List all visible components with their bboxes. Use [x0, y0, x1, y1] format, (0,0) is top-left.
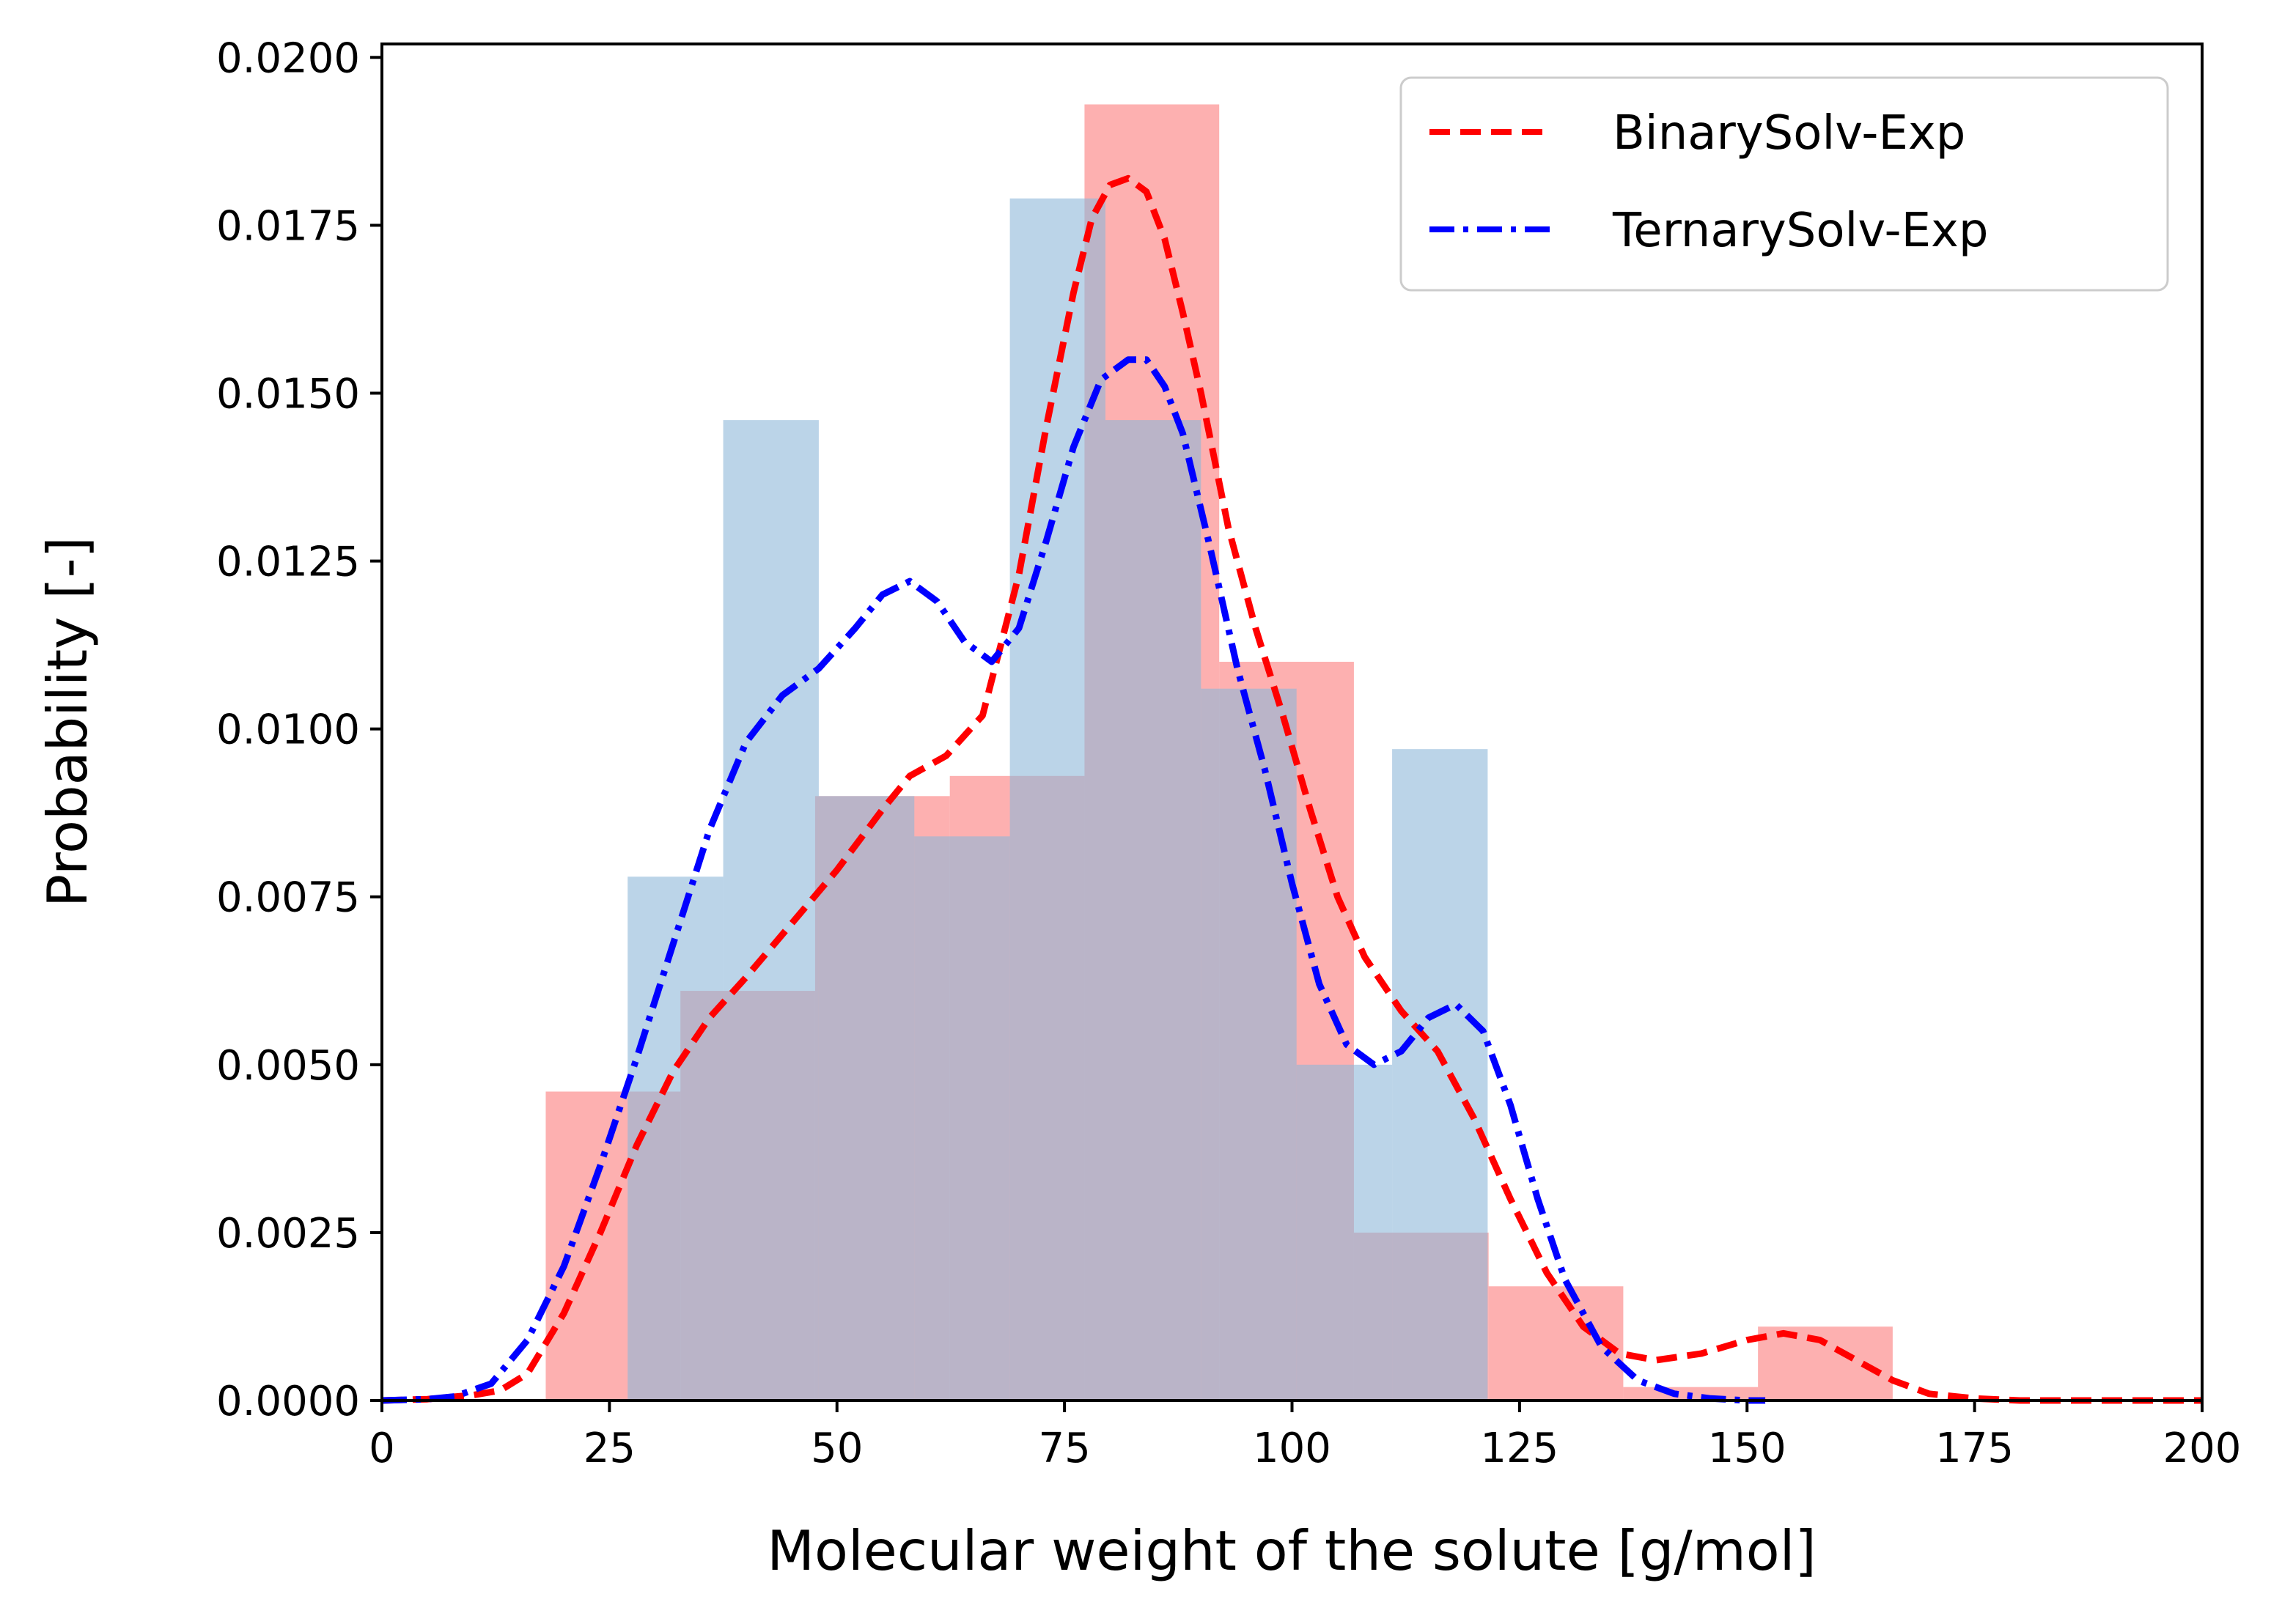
x-axis-label: Molecular weight of the solute [g/mol]: [767, 1518, 1816, 1583]
kde-curve-ternary: [381, 356, 1766, 1404]
y-tick-label: 0.0025: [216, 1210, 360, 1258]
x-tick-label: 75: [1038, 1425, 1090, 1472]
kde-curves: [381, 174, 2202, 1404]
x-tick-label: 125: [1480, 1425, 1558, 1472]
histogram-bars: [545, 104, 1893, 1401]
y-tick-label: 0.0175: [216, 202, 360, 250]
x-tick-label: 150: [1708, 1425, 1786, 1472]
legend: BinarySolv-Exp TernarySolv-Exp: [1399, 76, 2169, 292]
hist-bar-ternary-5: [1105, 420, 1201, 1401]
hist-bar-ternary-2: [818, 796, 915, 1400]
y-tick-label: 0.0150: [216, 370, 360, 418]
y-axis-label: Probability [-]: [35, 536, 100, 907]
hist-bar-ternary-7: [1296, 1064, 1393, 1400]
hist-bar-ternary-6: [1201, 688, 1297, 1400]
x-tick-label: 200: [2163, 1425, 2242, 1472]
x-tick-label: 175: [1935, 1425, 2014, 1472]
x-tick-label: 25: [584, 1425, 636, 1472]
x-tick-label: 100: [1253, 1425, 1331, 1472]
hist-bar-ternary-3: [914, 836, 1010, 1400]
y-tick-label: 0.0125: [216, 539, 360, 586]
y-tick-label: 0.0050: [216, 1042, 360, 1090]
x-ticks: 0 25 50 75 100 125 150 175 200: [369, 1400, 2241, 1472]
y-ticks: 0.0000 0.0025 0.0050 0.0075 0.0100 0.0125 0.01…: [216, 34, 382, 1425]
hist-bar-binary-9: [1758, 1326, 1893, 1400]
hist-bar-ternary-8: [1392, 749, 1488, 1400]
kde-curve-binary: [381, 174, 2202, 1404]
y-tick-label: 0.0100: [216, 706, 360, 754]
x-tick-label: 50: [811, 1425, 863, 1472]
y-tick-label: 0.0000: [216, 1378, 360, 1425]
legend-label-binary: BinarySolv-Exp: [1613, 106, 1965, 160]
legend-box: [1399, 76, 2169, 292]
hist-bar-ternary-4: [1009, 198, 1105, 1400]
legend-label-ternary: TernarySolv-Exp: [1612, 204, 1989, 258]
y-tick-label: 0.0200: [216, 34, 360, 82]
x-tick-label: 0: [369, 1425, 395, 1472]
y-tick-label: 0.0075: [216, 874, 360, 922]
